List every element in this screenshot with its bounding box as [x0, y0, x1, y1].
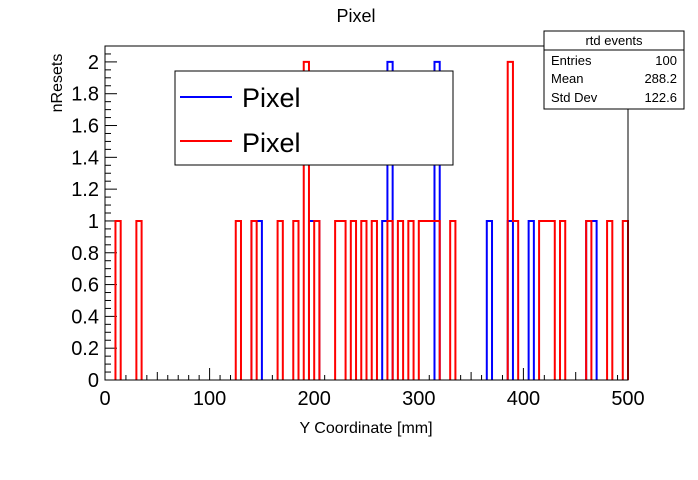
histogram-bar-step: [370, 219, 378, 380]
histogram-bar-step: [334, 219, 347, 380]
legend-label-red: Pixel: [242, 128, 301, 158]
x-tick-label: 0: [99, 388, 110, 410]
histogram-bar-step: [585, 219, 593, 380]
y-axis-label: nResets: [49, 54, 66, 113]
y-tick-label: 0: [88, 370, 99, 392]
histogram-bar-step: [360, 219, 368, 380]
stats-mean-value: 288.2: [644, 71, 677, 86]
histogram-bar-step: [386, 219, 394, 380]
histogram-bar-step: [302, 60, 310, 380]
stats-box-title: rtd events: [585, 33, 643, 48]
x-axis-label: Y Coordinate [mm]: [299, 420, 432, 437]
legend-box: [174, 70, 454, 166]
y-tick-label: 1.8: [71, 84, 99, 106]
y-tick-label: 0.4: [71, 306, 99, 328]
y-tick-label: 1.4: [71, 147, 99, 169]
y-tick-label: 0.6: [71, 275, 99, 297]
histogram-bar-step: [485, 219, 494, 380]
histogram-bar-step: [506, 60, 520, 380]
y-tick-label: 1: [88, 211, 99, 233]
histogram-bar-step: [276, 219, 284, 380]
x-tick-label: 100: [193, 388, 226, 410]
histogram-bar-step: [313, 219, 321, 380]
stats-box: rtd events Entries 100 Mean 288.2 Std De…: [543, 30, 685, 110]
histogram-bar-step: [250, 219, 258, 380]
histogram-bar-step: [396, 219, 405, 380]
histogram-bar-step: [135, 219, 143, 380]
histogram-series-red: [114, 60, 629, 380]
y-tick-label: 0.8: [71, 243, 99, 265]
x-tick-label: 200: [298, 388, 331, 410]
histogram-series: [114, 60, 629, 380]
legend: Pixel Pixel: [174, 70, 454, 166]
histogram-bar-step: [606, 219, 614, 380]
stats-mean-label: Mean: [551, 71, 584, 86]
y-tick-label: 1.6: [71, 116, 99, 138]
histogram-bar-step: [292, 219, 300, 380]
histogram-bar-step: [234, 219, 242, 380]
x-tick-label: 400: [507, 388, 540, 410]
stats-stddev-value: 122.6: [644, 90, 677, 105]
histogram-bar-step: [349, 219, 358, 380]
histogram-bar-step: [527, 219, 535, 380]
stats-entries-value: 100: [655, 53, 677, 68]
stats-stddev-label: Std Dev: [551, 90, 598, 105]
histogram-bar-step: [417, 219, 441, 380]
x-tick-label: 300: [402, 388, 435, 410]
plot-frame: [104, 45, 629, 381]
histogram-bar-step: [114, 219, 122, 380]
y-tick-label: 0.2: [71, 338, 99, 360]
y-tick-label: 1.2: [71, 179, 99, 201]
chart-title: Pixel: [336, 6, 375, 26]
stats-box-frame: [543, 30, 685, 110]
legend-label-blue: Pixel: [242, 83, 301, 113]
histogram-bar-step: [559, 219, 567, 380]
histogram-bar-step: [449, 219, 457, 380]
stats-entries-label: Entries: [551, 53, 592, 68]
histogram-bar-step: [538, 219, 556, 380]
histogram-bar-step: [407, 219, 415, 380]
y-tick-label: 2: [88, 52, 99, 74]
y-axis-ticks: 0 0.2 0.4 0.6 0.8 1 1.2 1.4 1.6 1.8 2: [71, 45, 117, 392]
x-tick-label: 500: [611, 388, 644, 410]
